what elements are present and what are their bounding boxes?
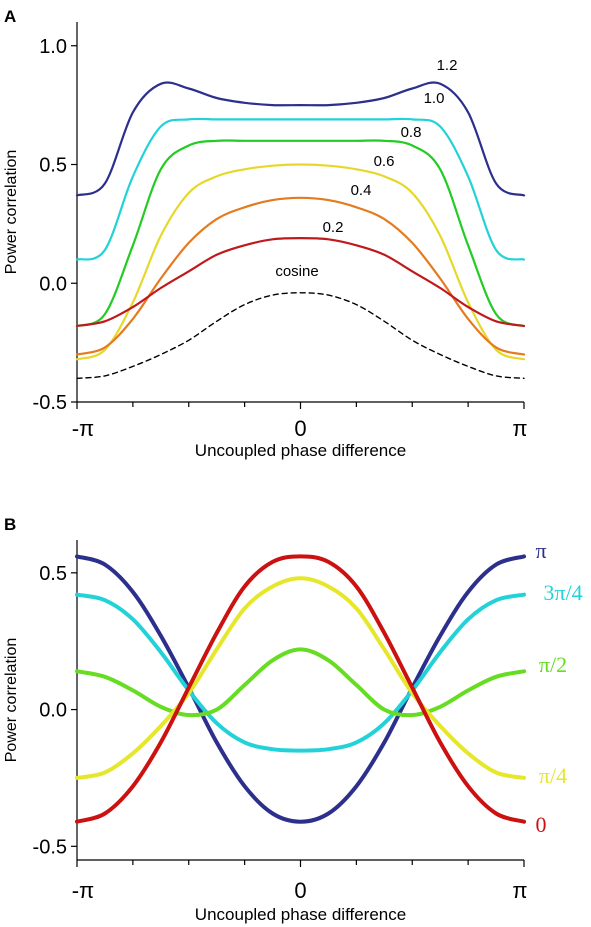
y-axis-title: Power correlation bbox=[3, 150, 20, 275]
panel-label: A bbox=[4, 7, 16, 26]
y-tick-label: 0.0 bbox=[39, 273, 67, 295]
series-line bbox=[75, 554, 526, 824]
series-label: 0.8 bbox=[401, 124, 422, 141]
y-tick-label: -0.5 bbox=[33, 836, 67, 858]
series-line bbox=[75, 576, 526, 780]
y-tick-label: 0.5 bbox=[39, 563, 67, 585]
panel-label: B bbox=[4, 515, 16, 534]
series-line bbox=[75, 237, 526, 328]
series-line bbox=[75, 81, 526, 197]
series-line bbox=[75, 554, 526, 824]
series-label: π/2 bbox=[539, 652, 567, 677]
series-label: 1.2 bbox=[437, 57, 458, 74]
x-tick-label: -π bbox=[72, 878, 95, 903]
x-tick-label: 0 bbox=[294, 416, 306, 441]
y-tick-label: 1.0 bbox=[39, 36, 67, 58]
series-label: 0.2 bbox=[323, 219, 344, 236]
series-label: 0.4 bbox=[351, 182, 372, 199]
series-label: π bbox=[535, 538, 546, 563]
series-label: π/4 bbox=[539, 763, 567, 788]
x-axis-title: Uncoupled phase difference bbox=[195, 905, 406, 924]
series-line bbox=[75, 139, 526, 328]
x-tick-label: π bbox=[512, 878, 527, 903]
panel-a: A 1.0 0.5 0.0 -0.5-π 0 π Uncoupled phase differ… bbox=[3, 7, 528, 460]
series-line bbox=[75, 647, 526, 718]
y-tick-label: 0.0 bbox=[39, 700, 67, 722]
series-line bbox=[75, 196, 526, 356]
series-label: cosine bbox=[275, 263, 318, 280]
series-label: 1.0 bbox=[424, 90, 445, 107]
series-line bbox=[75, 117, 526, 261]
series-label: 0.6 bbox=[374, 153, 395, 170]
x-tick-label: -π bbox=[72, 416, 95, 441]
series-label: 3π/4 bbox=[543, 580, 582, 605]
series-line bbox=[75, 592, 526, 753]
y-axis-title: Power correlation bbox=[3, 638, 20, 763]
x-tick-label: π bbox=[512, 416, 527, 441]
series-line bbox=[76, 292, 525, 379]
x-tick-label: 0 bbox=[294, 878, 306, 903]
x-axis-title: Uncoupled phase difference bbox=[195, 441, 406, 460]
series-line bbox=[75, 163, 526, 361]
y-tick-label: 0.5 bbox=[39, 155, 67, 177]
panel-b: B 0.5 0.0 -0.5-π 0 π Uncoupled phase differenc… bbox=[3, 515, 583, 924]
y-tick-label: -0.5 bbox=[33, 392, 67, 414]
series-label: 0 bbox=[536, 812, 547, 837]
